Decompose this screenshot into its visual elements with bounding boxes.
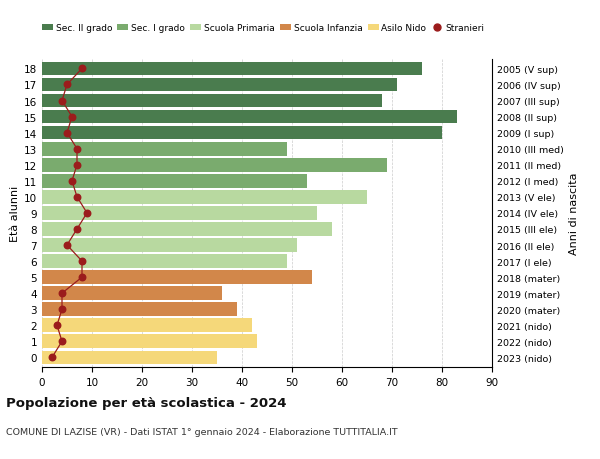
Point xyxy=(77,274,87,281)
Bar xyxy=(42,239,297,252)
Point xyxy=(77,66,87,73)
Bar xyxy=(42,62,422,76)
Bar xyxy=(42,207,317,220)
Y-axis label: Età alunni: Età alunni xyxy=(10,185,20,241)
Point xyxy=(67,114,77,121)
Text: Popolazione per età scolastica - 2024: Popolazione per età scolastica - 2024 xyxy=(6,396,287,409)
Point xyxy=(82,210,92,217)
Text: COMUNE DI LAZISE (VR) - Dati ISTAT 1° gennaio 2024 - Elaborazione TUTTITALIA.IT: COMUNE DI LAZISE (VR) - Dati ISTAT 1° ge… xyxy=(6,427,398,436)
Bar xyxy=(42,255,287,269)
Point xyxy=(72,226,82,233)
Point xyxy=(57,306,67,313)
Point xyxy=(57,338,67,345)
Bar xyxy=(42,287,222,300)
Legend: Sec. II grado, Sec. I grado, Scuola Primaria, Scuola Infanzia, Asilo Nido, Stran: Sec. II grado, Sec. I grado, Scuola Prim… xyxy=(42,24,484,33)
Point xyxy=(57,98,67,105)
Point xyxy=(62,242,72,249)
Point xyxy=(62,130,72,137)
Point xyxy=(77,258,87,265)
Bar xyxy=(42,174,307,188)
Bar xyxy=(42,95,382,108)
Point xyxy=(72,162,82,169)
Point xyxy=(57,290,67,297)
Point xyxy=(47,354,57,361)
Bar xyxy=(42,143,287,156)
Bar xyxy=(42,111,457,124)
Bar xyxy=(42,351,217,364)
Bar xyxy=(42,223,332,236)
Point xyxy=(62,82,72,89)
Bar xyxy=(42,190,367,204)
Bar xyxy=(42,303,237,316)
Bar xyxy=(42,335,257,348)
Bar xyxy=(42,319,252,332)
Bar xyxy=(42,271,312,284)
Y-axis label: Anni di nascita: Anni di nascita xyxy=(569,172,579,255)
Point xyxy=(52,322,62,329)
Point xyxy=(72,146,82,153)
Point xyxy=(67,178,77,185)
Bar xyxy=(42,78,397,92)
Point xyxy=(72,194,82,201)
Bar xyxy=(42,127,442,140)
Bar xyxy=(42,158,387,172)
